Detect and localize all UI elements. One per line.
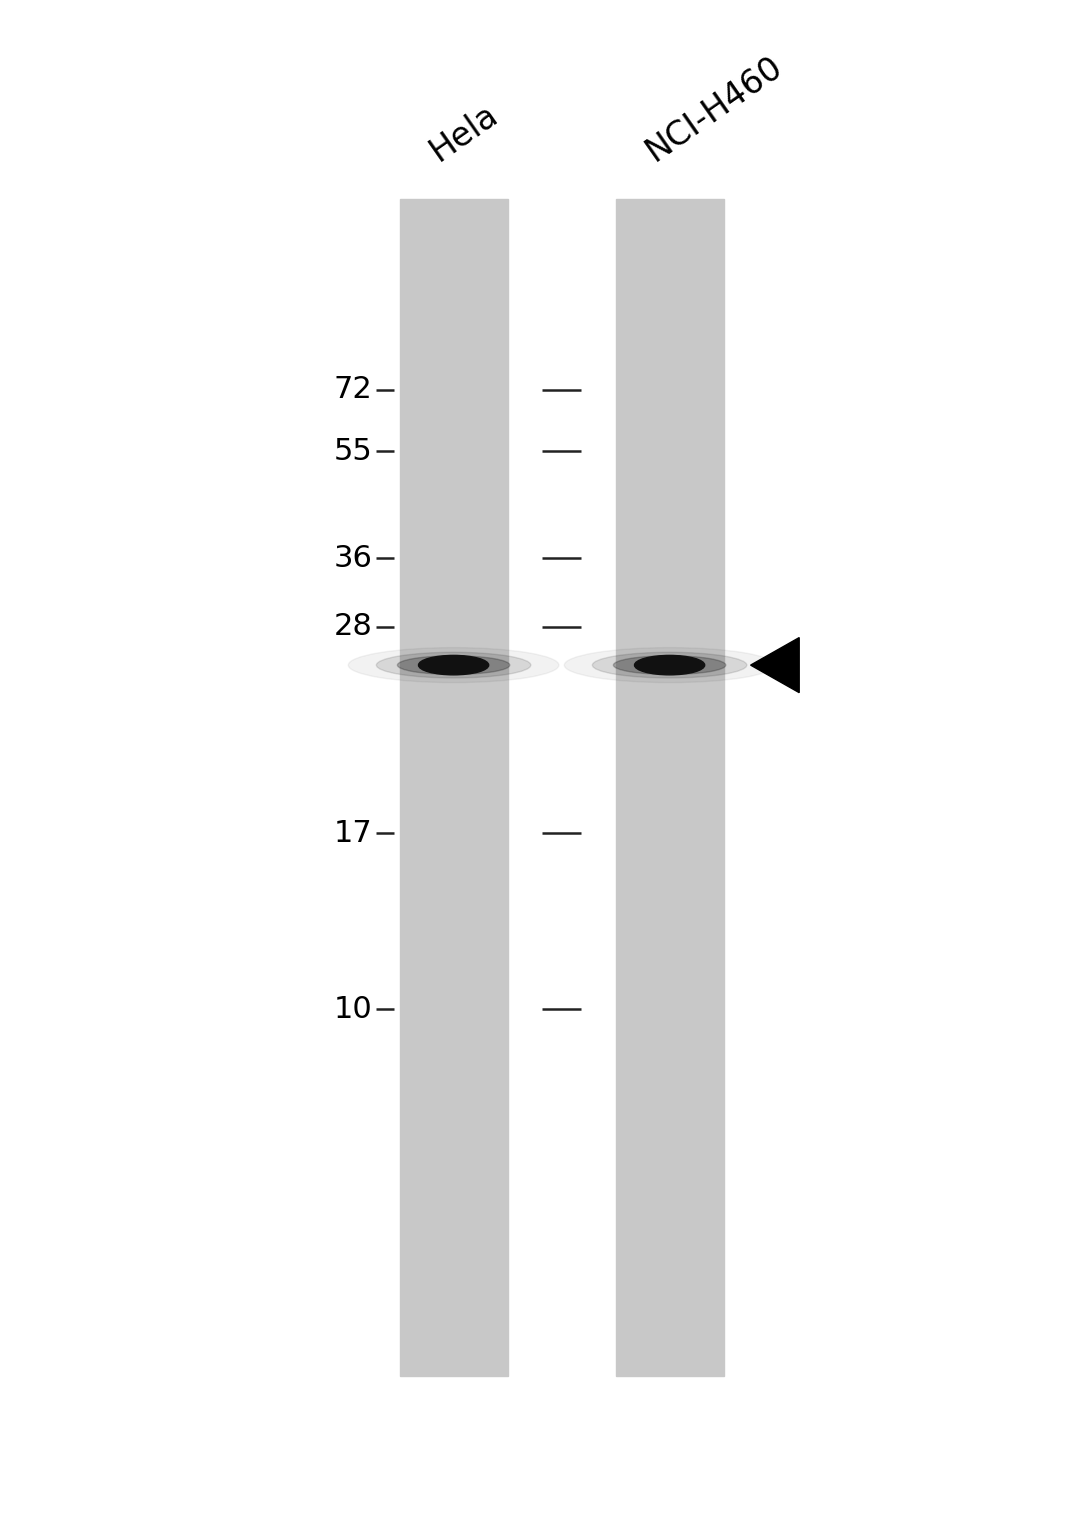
Text: 55: 55 xyxy=(334,437,373,465)
Text: NCI-H460: NCI-H460 xyxy=(639,50,788,168)
Text: 17: 17 xyxy=(334,820,373,847)
Ellipse shape xyxy=(592,653,747,677)
Ellipse shape xyxy=(635,656,705,674)
Bar xyxy=(616,199,724,1376)
Bar xyxy=(400,199,508,1376)
Ellipse shape xyxy=(348,648,559,682)
Text: 72: 72 xyxy=(334,376,373,404)
Ellipse shape xyxy=(376,653,530,677)
Ellipse shape xyxy=(565,648,775,682)
Ellipse shape xyxy=(397,656,510,674)
Text: 10: 10 xyxy=(334,995,373,1023)
Ellipse shape xyxy=(613,656,726,674)
Polygon shape xyxy=(751,638,799,693)
Text: 36: 36 xyxy=(334,544,373,572)
Ellipse shape xyxy=(418,656,488,674)
Text: Hela: Hela xyxy=(423,98,504,168)
Text: 28: 28 xyxy=(334,613,373,641)
